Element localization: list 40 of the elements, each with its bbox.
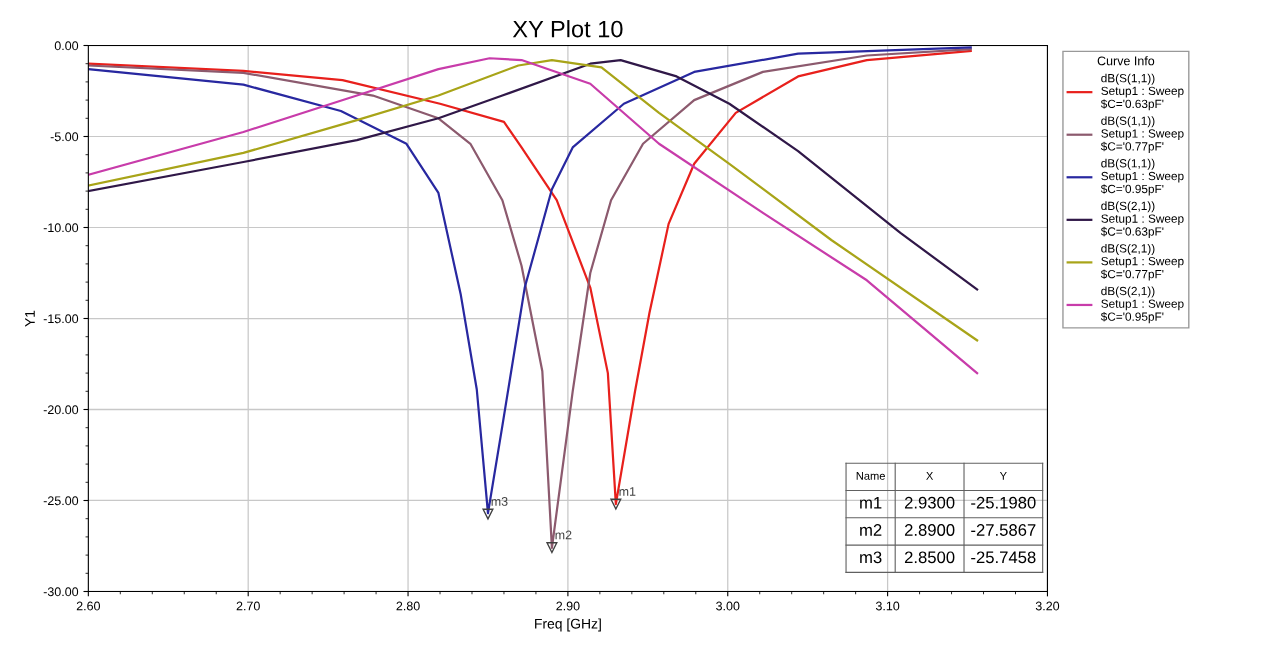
y-tick-label: -30.00 [43,587,79,597]
annotation: m1 [860,496,882,509]
annotation: 2.8500 [904,551,955,564]
legend-label: dB(S(2,1)) Setup1 : Sweep $C='0.95pF' [1100,286,1184,324]
annotation: Y [999,472,1007,480]
x-tick-label: 2.90 [556,601,580,611]
legend-title: Curve Info [1097,56,1155,66]
legend-label: dB(S(1,1)) Setup1 : Sweep $C='0.63pF' [1100,73,1184,111]
y-tick-label: -25.00 [43,496,79,506]
annotation: 2.8900 [904,524,955,536]
line-series [88,58,979,291]
y-tick-label: 0.00 [54,41,79,51]
x-tick-label: 2.70 [236,601,260,611]
annotation: m2 [860,524,882,536]
x-tick-label: 2.80 [396,601,420,611]
annotation: -27.5867 [971,524,1036,536]
annotation: m1 [619,487,636,496]
y-axis-title: Y1 [25,310,35,327]
y-tick-label: -20.00 [43,405,79,415]
chart-title: XY Plot 10 [512,20,623,38]
annotation: X [926,472,934,480]
x-tick-label: 3.10 [875,601,900,611]
annotation: -25.7458 [971,551,1036,564]
annotation: -25.1980 [971,496,1036,509]
y-tick-label: -10.00 [43,223,79,233]
x-axis-title: Freq [GHz] [535,618,601,632]
x-tick-label: 2.60 [76,601,101,611]
legend-label: dB(S(2,1)) Setup1 : Sweep $C='0.77pF' [1100,243,1184,281]
annotation: m2 [555,530,572,540]
legend-label: dB(S(1,1)) Setup1 : Sweep $C='0.77pF' [1100,116,1184,153]
x-tick-label: 3.20 [1035,601,1060,611]
x-tick-label: 3.00 [716,601,740,611]
annotation: 2.9300 [904,496,955,509]
y-tick-label: -5.00 [50,132,79,142]
annotation: Name [856,472,885,480]
legend-label: dB(S(1,1)) Setup1 : Sweep $C='0.95pF' [1100,158,1184,196]
y-tick-label: -15.00 [43,314,79,324]
annotation: m3 [491,497,508,506]
annotation: m3 [860,551,882,564]
legend-label: dB(S(2,1)) Setup1 : Sweep $C='0.63pF' [1100,201,1184,239]
